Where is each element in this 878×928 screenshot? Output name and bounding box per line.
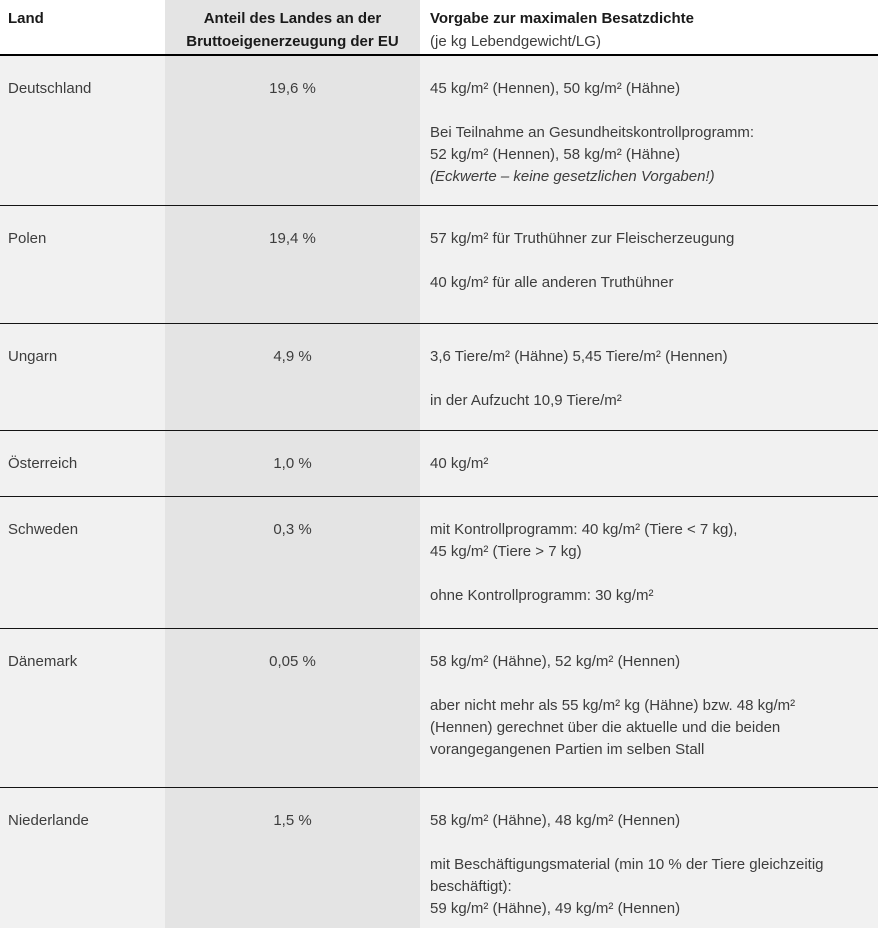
density-line: 58 kg/m² (Hähne), 52 kg/m² (Hennen)	[430, 653, 681, 670]
density-line: (Eckwerte – keine gesetzlichen Vorgaben!…	[430, 168, 715, 185]
table-row: Dänemark 0,05 % 58 kg/m² (Hähne), 52 kg/…	[0, 629, 878, 788]
table-row: Niederlande 1,5 % 58 kg/m² (Hähne), 48 k…	[0, 788, 878, 928]
country-label: Österreich	[8, 455, 78, 472]
country-label: Dänemark	[8, 653, 78, 670]
country-label: Niederlande	[8, 812, 89, 829]
density-line: 40 kg/m² für alle anderen Truthühner	[430, 274, 674, 291]
country-cell: Schweden	[0, 497, 165, 628]
density-line: aber nicht mehr als 55 kg/m² kg (Hähne) …	[430, 697, 796, 714]
table-row: Ungarn 4,9 % 3,6 Tiere/m² (Hähne) 5,45 T…	[0, 324, 878, 431]
header-cell-share: Anteil des Landes an der Bruttoeigenerze…	[165, 0, 420, 54]
density-line-spacer	[430, 368, 864, 390]
density-line: 57 kg/m² für Truthühner zur Fleischerzeu…	[430, 230, 735, 247]
density-line-spacer	[430, 673, 864, 695]
density-line: Bei Teilnahme an Gesundheitskontrollprog…	[430, 124, 755, 141]
density-line: ohne Kontrollprogramm: 30 kg/m²	[430, 587, 654, 604]
density-line-spacer	[430, 100, 864, 122]
density-line: (Hennen) gerechnet über die aktuelle und…	[430, 719, 781, 736]
country-cell: Dänemark	[0, 629, 165, 787]
header-cell-land: Land	[0, 0, 165, 54]
country-cell: Österreich	[0, 431, 165, 496]
country-label: Schweden	[8, 521, 79, 538]
country-cell: Polen	[0, 206, 165, 323]
density-line-spacer	[430, 563, 864, 585]
density-cell: 40 kg/m²	[420, 431, 878, 496]
share-cell: 0,3 %	[165, 497, 420, 628]
density-line: beschäftigt):	[430, 878, 512, 895]
country-cell: Ungarn	[0, 324, 165, 430]
table-row: Schweden 0,3 % mit Kontrollprogramm: 40 …	[0, 497, 878, 629]
density-line: 40 kg/m²	[430, 455, 489, 472]
density-cell: 57 kg/m² für Truthühner zur Fleischerzeu…	[420, 206, 878, 323]
density-line: 59 kg/m² (Hähne), 49 kg/m² (Hennen)	[430, 900, 681, 917]
density-line: 45 kg/m² (Hennen), 50 kg/m² (Hähne)	[430, 80, 681, 97]
density-line: in der Aufzucht 10,9 Tiere/m²	[430, 392, 622, 409]
density-line: 52 kg/m² (Hennen), 58 kg/m² (Hähne)	[430, 146, 681, 163]
header-density-subtitle: (je kg Lebendgewicht/LG)	[430, 33, 601, 50]
share-cell: 19,6 %	[165, 56, 420, 205]
table-row: Polen 19,4 % 57 kg/m² für Truthühner zur…	[0, 206, 878, 324]
density-line: mit Beschäftigungsmaterial (min 10 % der…	[430, 856, 824, 873]
density-cell: 58 kg/m² (Hähne), 48 kg/m² (Hennen) mit B…	[420, 788, 878, 928]
share-value: 0,05 %	[269, 653, 316, 670]
country-label: Ungarn	[8, 348, 58, 365]
share-value: 1,5 %	[273, 812, 312, 829]
country-cell: Niederlande	[0, 788, 165, 928]
header-share-line1: Anteil des Landes an der	[203, 10, 382, 27]
density-cell: 3,6 Tiere/m² (Hähne) 5,45 Tiere/m² (Henn…	[420, 324, 878, 430]
share-cell: 19,4 %	[165, 206, 420, 323]
density-line: 58 kg/m² (Hähne), 48 kg/m² (Hennen)	[430, 812, 681, 829]
share-value: 1,0 %	[273, 455, 312, 472]
share-value: 4,9 %	[273, 348, 312, 365]
density-line: mit Kontrollprogramm: 40 kg/m² (Tiere < …	[430, 521, 738, 538]
share-cell: 4,9 %	[165, 324, 420, 430]
country-cell: Deutschland	[0, 56, 165, 205]
density-cell: 45 kg/m² (Hennen), 50 kg/m² (Hähne) Bei T…	[420, 56, 878, 205]
density-line-spacer	[430, 250, 864, 272]
share-value: 19,4 %	[269, 230, 316, 247]
header-density-title: Vorgabe zur maximalen Besatzdichte	[430, 10, 694, 27]
density-line-spacer	[430, 832, 864, 854]
header-row: Land Anteil des Landes an der Bruttoeige…	[0, 0, 878, 56]
header-cell-density: Vorgabe zur maximalen Besatzdichte (je k…	[420, 0, 878, 54]
table-body: Deutschland 19,6 % 45 kg/m² (Hennen), 50…	[0, 56, 878, 928]
share-cell: 0,05 %	[165, 629, 420, 787]
density-cell: 58 kg/m² (Hähne), 52 kg/m² (Hennen) aber …	[420, 629, 878, 787]
header-land-label: Land	[8, 10, 44, 27]
density-line: 3,6 Tiere/m² (Hähne) 5,45 Tiere/m² (Henn…	[430, 348, 728, 365]
country-label: Polen	[8, 230, 47, 247]
share-cell: 1,5 %	[165, 788, 420, 928]
header-share-line2: Bruttoeigenerzeugung der EU	[186, 33, 399, 50]
country-label: Deutschland	[8, 80, 92, 97]
table-row: Deutschland 19,6 % 45 kg/m² (Hennen), 50…	[0, 56, 878, 206]
density-line: vorangegangenen Partien im selben Stall	[430, 741, 705, 758]
density-line: 45 kg/m² (Tiere > 7 kg)	[430, 543, 582, 560]
share-value: 0,3 %	[273, 521, 312, 538]
share-value: 19,6 %	[269, 80, 316, 97]
table-row: Österreich 1,0 % 40 kg/m²	[0, 431, 878, 497]
share-cell: 1,0 %	[165, 431, 420, 496]
density-cell: mit Kontrollprogramm: 40 kg/m² (Tiere < …	[420, 497, 878, 628]
